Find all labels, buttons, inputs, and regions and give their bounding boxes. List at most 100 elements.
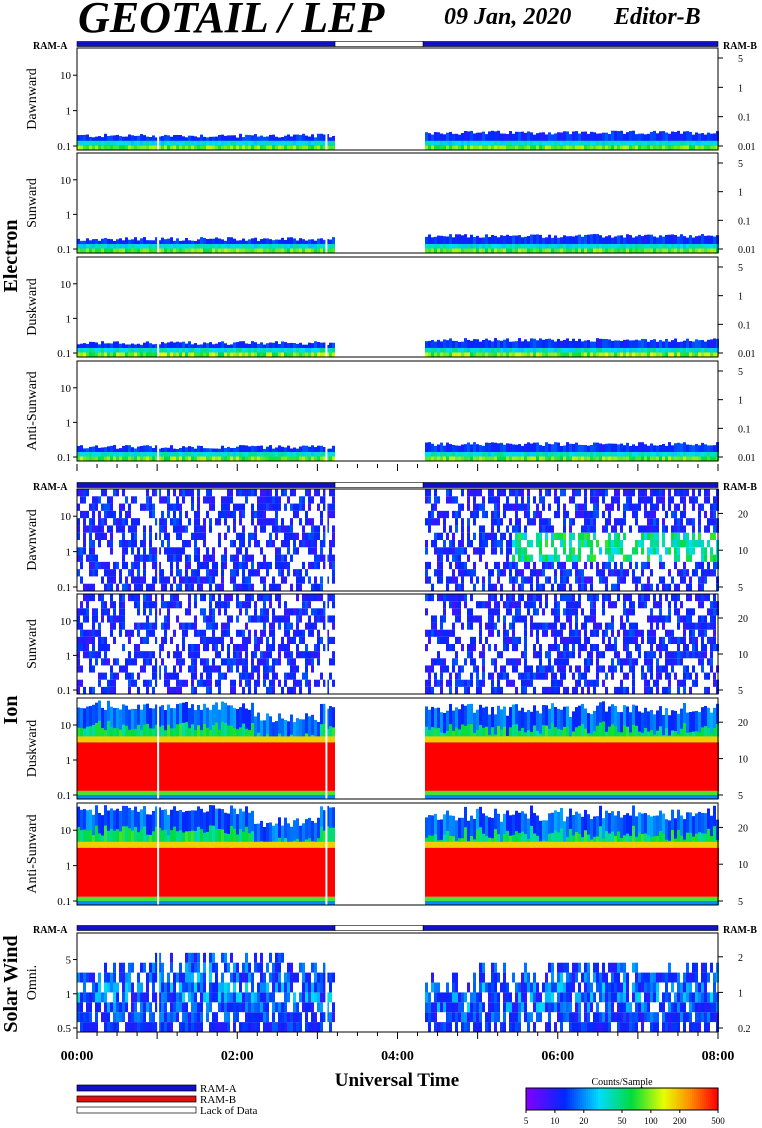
heat-cell [536, 594, 539, 602]
heat-cell [194, 622, 197, 630]
heat-cell [326, 601, 329, 609]
heat-cell [524, 651, 527, 659]
heat-cell [611, 547, 614, 555]
heat-cell [590, 615, 593, 623]
heat-cell [173, 672, 176, 680]
heat-cell [221, 601, 224, 609]
heat-cell [647, 140, 650, 146]
heat-cell [530, 145, 533, 150]
heat-cell [272, 658, 275, 666]
heat-cell [425, 665, 428, 673]
heat-cell [473, 644, 476, 652]
heat-cell [473, 532, 476, 540]
heat-cell [86, 636, 89, 644]
heat-cell [293, 665, 296, 673]
heat-cell [542, 686, 545, 694]
heat-cell [125, 510, 128, 519]
heat-cell [311, 532, 314, 540]
heat-cell [461, 569, 464, 577]
gap-line [325, 257, 328, 357]
heat-cell [272, 456, 275, 461]
heat-cell [638, 651, 641, 659]
heat-cell [212, 547, 215, 555]
heat-cell [527, 665, 530, 673]
heat-cell [701, 561, 704, 570]
heat-cell [581, 352, 584, 357]
heat-cell [257, 569, 260, 577]
panel-frame [76, 360, 719, 462]
heat-cell [665, 525, 668, 533]
heat-cell [113, 608, 116, 616]
heat-cell [653, 348, 656, 353]
heat-cell [509, 140, 512, 146]
heat-cell [494, 561, 497, 570]
heat-cell [605, 244, 608, 249]
heat-cell [155, 622, 158, 630]
heat-cell [548, 525, 551, 533]
heat-cell [227, 525, 230, 533]
heat-cell [317, 658, 320, 666]
heat-cell [572, 636, 575, 644]
heat-cell [251, 651, 254, 659]
heat-cell [686, 547, 689, 555]
heat-cell [203, 658, 206, 666]
heat-cell [161, 352, 164, 357]
heat-cell [707, 525, 710, 533]
heat-cell [245, 665, 248, 673]
heat-cell [242, 452, 245, 457]
heat-cell [266, 651, 269, 659]
heat-cell [566, 608, 569, 616]
heat-cell [506, 234, 509, 253]
heat-cell [665, 510, 668, 519]
heat-cell [230, 554, 233, 562]
heat-cell [269, 561, 272, 570]
heat-cell [557, 651, 560, 659]
heat-cell [125, 244, 128, 249]
heat-cell [566, 644, 569, 652]
heat-cell [608, 510, 611, 519]
heat-cell [524, 554, 527, 562]
heat-cell [458, 510, 461, 519]
heat-cell [179, 348, 182, 353]
heat-cell [536, 348, 539, 353]
heat-cell [551, 622, 554, 630]
heat-cell [323, 622, 326, 630]
heat-cell [605, 622, 608, 630]
heat-cell [512, 503, 515, 511]
heat-cell [164, 601, 167, 609]
heat-cell [290, 636, 293, 644]
heat-cell [668, 547, 671, 555]
heat-cell [587, 452, 590, 457]
heat-cell [680, 540, 683, 548]
heat-cell [557, 442, 560, 461]
heat-cell [173, 489, 176, 497]
heat-cell [200, 576, 203, 584]
heat-cell [122, 456, 125, 461]
heat-cell [602, 348, 605, 353]
heat-cell [509, 518, 512, 526]
heat-cell [224, 145, 227, 150]
heat-cell [197, 456, 200, 461]
heat-cell [680, 452, 683, 457]
heat-cell [473, 665, 476, 673]
heat-cell [650, 615, 653, 623]
heat-cell [536, 665, 539, 673]
heat-cell [191, 456, 194, 461]
heat-cell [470, 608, 473, 616]
heat-cell [632, 489, 635, 497]
heat-cell [455, 554, 458, 562]
heat-cell [440, 352, 443, 357]
heat-cell [311, 608, 314, 616]
heat-cell [713, 248, 716, 253]
heat-cell [212, 615, 215, 623]
heat-cell [98, 525, 101, 533]
heat-cell [650, 525, 653, 533]
heat-cell [134, 651, 137, 659]
mode-segment [76, 41, 336, 47]
heat-cell [452, 622, 455, 630]
heat-cell [233, 651, 236, 659]
heat-cell [557, 644, 560, 652]
heat-cell [278, 658, 281, 666]
heat-cell [446, 547, 449, 555]
heat-cell [473, 496, 476, 504]
